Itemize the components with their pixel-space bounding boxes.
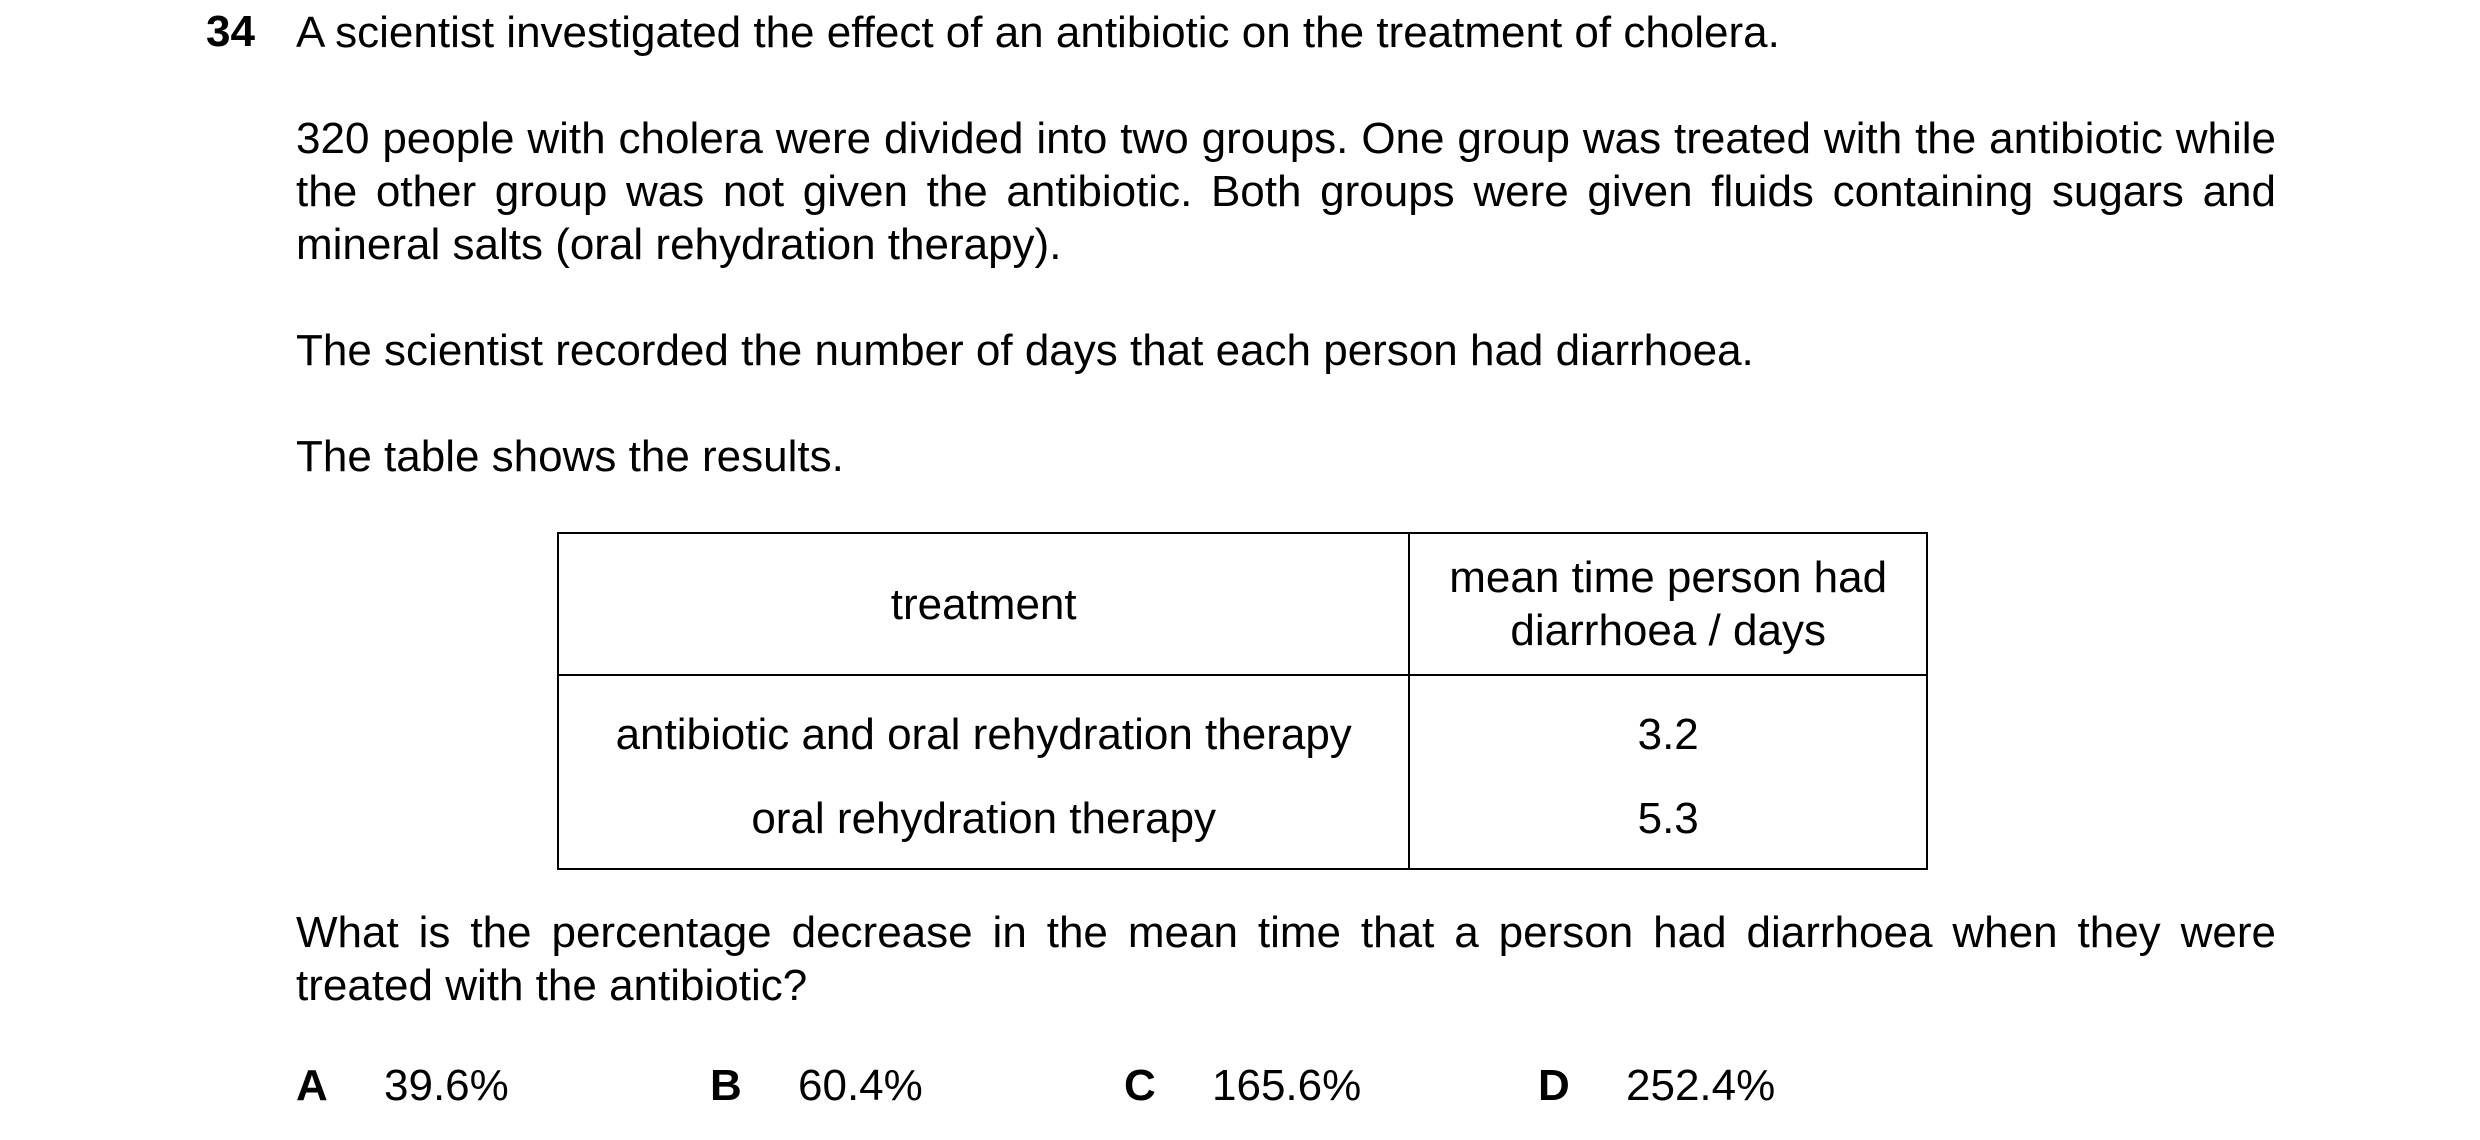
table-row: oral rehydration therapy 5.3 bbox=[556, 776, 1928, 870]
row-treatment-cell: antibiotic and oral rehydration therapy bbox=[556, 675, 1411, 776]
setup-text: 320 people with cholera were divided int… bbox=[296, 114, 2276, 269]
results-table: treatment mean time person had diarrhoea… bbox=[556, 532, 1928, 870]
row-mean-cell: 3.2 bbox=[1408, 675, 1928, 776]
option-a[interactable]: A 39.6% bbox=[296, 1060, 509, 1112]
option-letter: D bbox=[1538, 1061, 1570, 1110]
option-value: 39.6% bbox=[384, 1061, 509, 1110]
header-treatment: treatment bbox=[556, 532, 1411, 676]
option-value: 252.4% bbox=[1626, 1061, 1776, 1110]
question-number: 34 bbox=[206, 7, 255, 56]
table-row: antibiotic and oral rehydration therapy … bbox=[556, 675, 1928, 776]
results-intro-text: The table shows the results. bbox=[296, 432, 844, 481]
option-c[interactable]: C 165.6% bbox=[1124, 1060, 1361, 1112]
row-mean-cell: 5.3 bbox=[1408, 776, 1928, 870]
question-stem: A scientist investigated the effect of a… bbox=[296, 6, 2276, 483]
answer-options: A 39.6% B 60.4% C 165.6% D 252.4% bbox=[296, 1060, 2276, 1120]
option-letter: C bbox=[1124, 1061, 1156, 1110]
recorded-text: The scientist recorded the number of day… bbox=[296, 326, 1754, 375]
table-header-row: treatment mean time person had diarrhoea… bbox=[556, 532, 1928, 676]
intro-text: A scientist investigated the effect of a… bbox=[296, 8, 1780, 57]
header-mean-time-line2: diarrhoea / days bbox=[1510, 606, 1826, 655]
option-value: 165.6% bbox=[1212, 1061, 1362, 1110]
option-value: 60.4% bbox=[798, 1061, 923, 1110]
question-prompt: What is the percentage decrease in the m… bbox=[296, 908, 2276, 1010]
option-letter: A bbox=[296, 1061, 328, 1110]
header-mean-time-line1: mean time person had bbox=[1449, 553, 1888, 602]
option-b[interactable]: B 60.4% bbox=[710, 1060, 923, 1112]
option-letter: B bbox=[710, 1061, 742, 1110]
row-treatment-cell: oral rehydration therapy bbox=[556, 776, 1411, 870]
option-d[interactable]: D 252.4% bbox=[1538, 1060, 1775, 1112]
header-mean-time: mean time person had diarrhoea / days bbox=[1408, 532, 1928, 676]
